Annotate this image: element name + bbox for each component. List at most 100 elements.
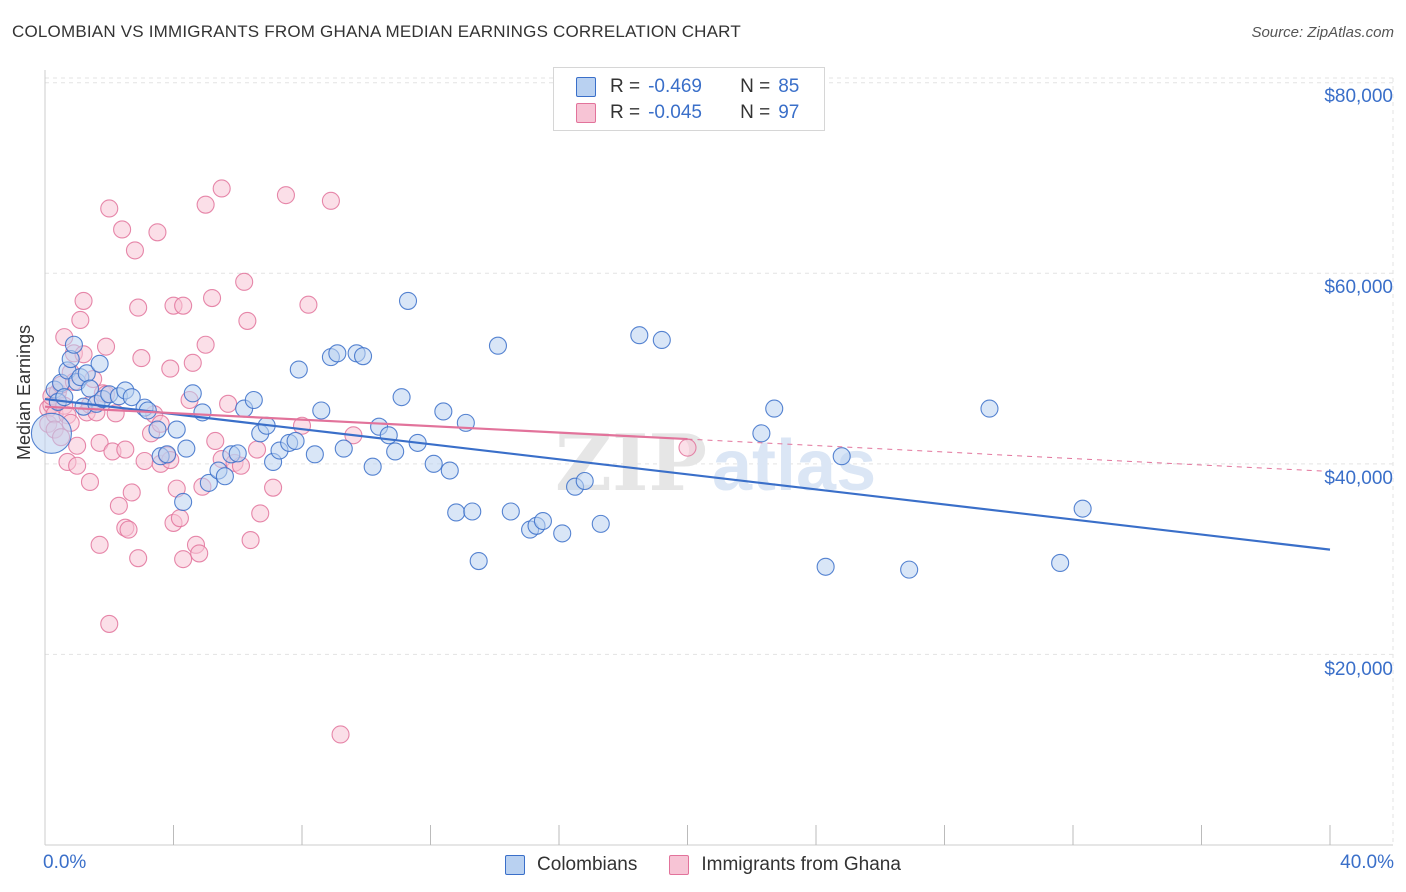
- legend-item-ghana[interactable]: Immigrants from Ghana: [669, 854, 901, 876]
- data-point-colombians: [630, 326, 649, 345]
- data-point-ghana: [116, 440, 135, 459]
- x-max-label: 40.0%: [1340, 852, 1394, 873]
- data-point-colombians: [199, 473, 218, 492]
- legend-r-value: -0.469: [648, 76, 702, 97]
- data-point-ghana: [321, 191, 340, 210]
- legend-label-ghana: Immigrants from Ghana: [701, 854, 901, 875]
- data-point-colombians: [463, 502, 482, 521]
- data-point-ghana: [212, 179, 231, 198]
- y-tick-label: $80,000: [1324, 86, 1393, 107]
- data-point-ghana: [203, 289, 222, 308]
- x-min-label: 0.0%: [43, 852, 87, 873]
- data-point-colombians: [80, 379, 100, 398]
- data-point-ghana: [100, 614, 119, 633]
- data-point-colombians: [752, 424, 771, 443]
- data-point-ghana: [219, 394, 238, 413]
- data-point-colombians: [30, 412, 72, 454]
- legend-r-label: R =: [610, 76, 641, 97]
- data-point-colombians: [816, 557, 835, 576]
- data-point-ghana: [90, 433, 109, 452]
- axes: [44, 70, 1393, 846]
- data-point-colombians: [334, 439, 353, 458]
- legend-r-value: -0.045: [648, 102, 702, 123]
- data-point-ghana: [113, 220, 132, 239]
- data-point-colombians: [122, 388, 141, 407]
- data-point-colombians: [488, 336, 508, 355]
- y-tick-label: $20,000: [1324, 659, 1393, 680]
- data-point-colombians: [1051, 553, 1070, 573]
- data-point-colombians: [533, 511, 552, 531]
- data-point-ghana: [74, 291, 93, 310]
- data-point-ghana: [132, 349, 151, 368]
- data-point-colombians: [289, 360, 308, 379]
- data-point-ghana: [100, 199, 119, 218]
- data-point-ghana: [299, 295, 318, 314]
- legend-n-value: 97: [778, 102, 800, 123]
- data-point-ghana: [235, 272, 254, 291]
- data-point-ghana: [331, 725, 350, 744]
- data-point-colombians: [575, 471, 594, 491]
- data-point-colombians: [386, 442, 405, 461]
- data-point-ghana: [96, 337, 116, 356]
- data-point-ghana: [678, 438, 697, 457]
- legend-swatch-colombians: [505, 855, 526, 875]
- data-point-colombians: [553, 524, 572, 543]
- series-colombians-points: [30, 291, 1092, 579]
- data-point-ghana: [264, 478, 283, 497]
- data-point-colombians: [177, 439, 196, 458]
- data-point-colombians: [363, 457, 382, 476]
- data-point-colombians: [64, 335, 83, 354]
- data-point-colombians: [244, 390, 263, 410]
- data-point-colombians: [652, 330, 671, 350]
- data-point-ghana: [80, 472, 100, 492]
- data-point-colombians: [286, 431, 305, 451]
- data-point-colombians: [183, 384, 202, 403]
- data-point-colombians: [980, 399, 999, 418]
- data-point-ghana: [183, 353, 202, 372]
- data-point-ghana: [68, 456, 87, 475]
- data-point-colombians: [328, 344, 347, 363]
- legend-item-colombians[interactable]: Colombians: [505, 854, 637, 876]
- data-point-colombians: [312, 401, 331, 420]
- data-point-colombians: [174, 492, 193, 512]
- data-point-ghana: [109, 496, 128, 515]
- data-point-colombians: [591, 514, 610, 533]
- data-point-colombians: [167, 420, 186, 439]
- legend-swatch-ghana: [576, 103, 596, 123]
- data-point-ghana: [247, 440, 267, 459]
- data-point-ghana: [90, 535, 109, 554]
- y-tick-label: $40,000: [1324, 468, 1393, 489]
- legend-n-label: N =: [740, 76, 771, 97]
- data-point-colombians: [392, 388, 411, 407]
- trend-line-ghana-extension: [687, 438, 1331, 472]
- source-label: Source: ZipAtlas.com: [1251, 24, 1394, 41]
- data-point-ghana: [161, 359, 180, 378]
- data-point-ghana: [148, 223, 167, 242]
- y-tick-label: $60,000: [1324, 277, 1393, 298]
- trend-lines: [44, 397, 1331, 551]
- data-point-ghana: [238, 311, 257, 330]
- data-point-colombians: [379, 426, 398, 445]
- legend-r-label: R =: [610, 102, 641, 123]
- legend-label-colombians: Colombians: [537, 854, 638, 875]
- data-point-ghana: [276, 186, 295, 205]
- data-point-colombians: [90, 354, 109, 373]
- data-point-colombians: [501, 502, 520, 521]
- watermark-zip: ZIP: [555, 418, 707, 509]
- data-point-ghana: [170, 509, 189, 528]
- trend-line-ghana: [44, 405, 688, 441]
- data-point-ghana: [135, 451, 154, 471]
- data-point-colombians: [158, 445, 177, 464]
- legend-n-label: N =: [740, 102, 771, 123]
- data-point-ghana: [125, 241, 144, 260]
- data-point-colombians: [900, 560, 919, 579]
- data-point-colombians: [765, 399, 784, 418]
- legend-n-value: 85: [778, 76, 800, 97]
- data-point-colombians: [228, 444, 247, 463]
- data-point-ghana: [129, 549, 148, 568]
- data-point-ghana: [119, 520, 138, 539]
- series-legend: Colombians Immigrants from Ghana: [0, 852, 1406, 878]
- data-point-colombians: [447, 503, 466, 522]
- data-point-ghana: [196, 335, 215, 354]
